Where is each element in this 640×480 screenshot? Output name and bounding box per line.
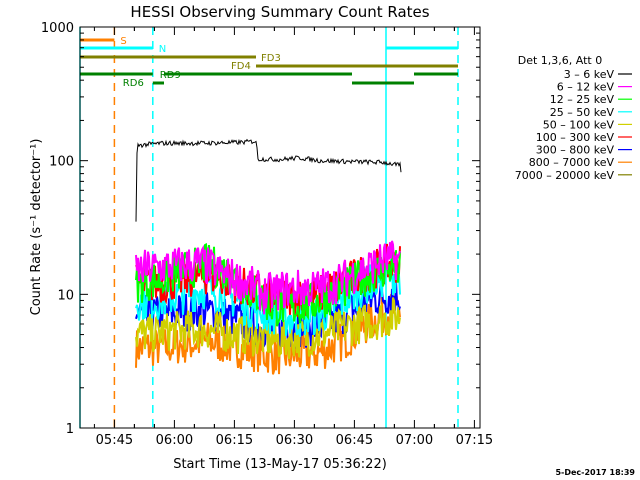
state-bar-label: FD3: [261, 53, 281, 64]
state-bar-label: N: [159, 44, 166, 55]
state-bars: S N FD3 FD4 RD9 RD6: [80, 36, 458, 89]
legend-label: 50 – 100 keV: [543, 118, 615, 131]
legend-label: 300 – 800 keV: [536, 144, 615, 157]
legend-label: 7000 – 20000 keV: [515, 169, 615, 182]
axes: 1 10 100 1000 05:45 06:00 06:15 06:30 06:45 07:00…: [41, 21, 493, 448]
y-tick-label: 10: [57, 288, 74, 303]
footer-timestamp: 5-Dec-2017 18:39: [555, 468, 635, 477]
legend-label: 3 – 6 keV: [564, 68, 615, 81]
y-tick-label: 1000: [41, 21, 74, 36]
legend-label: 100 – 300 keV: [536, 131, 615, 144]
legend-label: 12 – 25 keV: [550, 93, 615, 106]
series-group: [135, 138, 402, 375]
legend-title: Det 1,3,6, Att 0: [518, 54, 602, 67]
legend-label: 25 – 50 keV: [550, 106, 615, 119]
x-tick-label: 07:15: [456, 433, 493, 448]
state-bar-label: RD9: [160, 70, 181, 81]
plot-frame: [79, 26, 481, 429]
x-tick-label: 05:45: [96, 433, 133, 448]
state-bar-label: RD6: [123, 78, 144, 89]
x-tick-label: 07:00: [396, 433, 433, 448]
series-line-1: [135, 240, 401, 315]
chart-title: HESSI Observing Summary Count Rates: [130, 3, 429, 21]
series-line-4: [135, 297, 401, 360]
x-tick-label: 06:15: [216, 433, 253, 448]
x-tick-label: 06:30: [276, 433, 313, 448]
legend-label: 6 – 12 keV: [557, 81, 615, 94]
x-axis-label: Start Time (13-May-17 05:36:22): [173, 457, 387, 472]
series-line-0: [135, 138, 402, 222]
y-axis-label: Count Rate (s⁻¹ detector⁻¹): [29, 139, 44, 316]
y-tick-label: 100: [49, 155, 74, 170]
y-tick-label: 1: [66, 422, 74, 437]
state-bar-label: FD4: [231, 61, 251, 72]
x-tick-label: 06:00: [156, 433, 193, 448]
legend-label: 800 – 7000 keV: [529, 156, 615, 169]
x-tick-label: 06:45: [336, 433, 373, 448]
state-bar-label: S: [120, 36, 126, 47]
